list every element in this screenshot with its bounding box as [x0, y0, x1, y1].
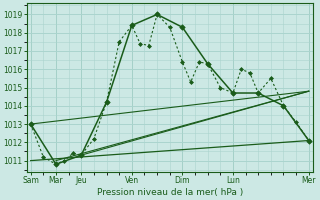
X-axis label: Pression niveau de la mer( hPa ): Pression niveau de la mer( hPa ) — [97, 188, 243, 197]
